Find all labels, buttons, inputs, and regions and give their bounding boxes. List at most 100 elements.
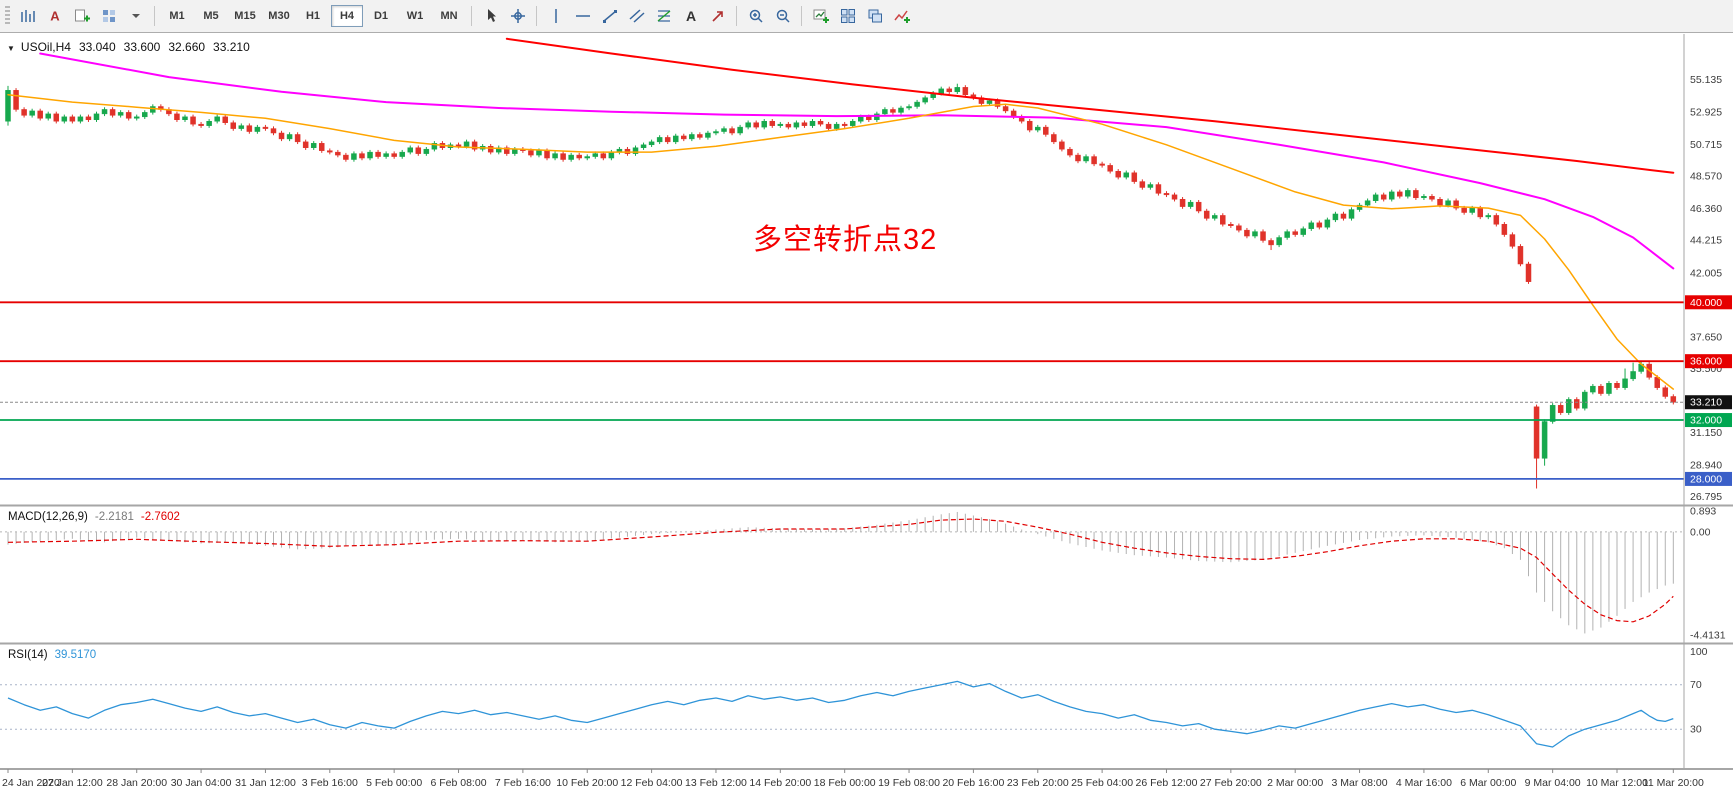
timeframe-h1[interactable]: H1 [305, 10, 321, 22]
svg-text:33.210: 33.210 [1690, 397, 1722, 409]
svg-text:37.650: 37.650 [1690, 331, 1722, 343]
toolbar-gripper[interactable] [5, 6, 10, 26]
svg-text:55.135: 55.135 [1690, 74, 1722, 86]
rsi-indicator-label: RSI(14) 39.5170 [8, 649, 96, 661]
svg-text:28 Jan 20:00: 28 Jan 20:00 [106, 777, 167, 789]
svg-text:3 Feb 16:00: 3 Feb 16:00 [302, 777, 358, 789]
svg-text:14 Feb 20:00: 14 Feb 20:00 [749, 777, 811, 789]
zoom-out-icon[interactable] [770, 4, 795, 28]
crosshair-icon[interactable] [505, 4, 530, 28]
svg-text:7 Feb 16:00: 7 Feb 16:00 [495, 777, 551, 789]
tile-windows-icon[interactable] [835, 4, 860, 28]
svg-text:26.795: 26.795 [1690, 491, 1722, 503]
svg-text:A: A [685, 8, 695, 24]
vertical-line-icon[interactable] [543, 4, 568, 28]
rsi-value: 39.5170 [54, 649, 97, 661]
svg-text:28.000: 28.000 [1690, 473, 1722, 485]
svg-text:2 Mar 00:00: 2 Mar 00:00 [1267, 777, 1323, 789]
timeframe-h4[interactable]: H4 [331, 5, 363, 27]
svg-text:44.215: 44.215 [1690, 235, 1722, 247]
timeframe-d1[interactable]: D1 [373, 10, 389, 22]
channel-icon[interactable] [624, 4, 649, 28]
svg-text:18 Feb 00:00: 18 Feb 00:00 [814, 777, 876, 789]
fast-ma [7, 93, 1675, 390]
new-order-icon[interactable] [69, 4, 94, 28]
symbol-name: USOil,H4 [20, 40, 71, 54]
trendline-icon[interactable] [597, 4, 622, 28]
svg-text:5 Feb 00:00: 5 Feb 00:00 [366, 777, 422, 789]
mid-ma [39, 52, 1675, 270]
cascade-windows-icon[interactable] [862, 4, 887, 28]
rsi-name: RSI(14) [8, 649, 48, 661]
svg-text:27 Jan 12:00: 27 Jan 12:00 [42, 777, 103, 789]
timeframe-m30[interactable]: M30 [268, 10, 290, 22]
ohlc-high: 33.600 [123, 40, 161, 54]
timeframe-m15[interactable]: M15 [234, 10, 256, 22]
slow-ma [505, 37, 1675, 174]
navigator-icon[interactable] [96, 4, 121, 28]
data-window-icon[interactable]: A [42, 4, 67, 28]
svg-text:30 Jan 04:00: 30 Jan 04:00 [171, 777, 232, 789]
svg-text:70: 70 [1690, 679, 1702, 691]
toolbar-separator [471, 6, 472, 26]
ohlc-open: 33.040 [78, 40, 116, 54]
timeframe-mn[interactable]: MN [440, 10, 458, 22]
toolbar: A M1 M5 M15 M30 H1 H4 D1 W1 MN A [0, 0, 1733, 33]
toolbar-separator [736, 6, 737, 26]
price-label-32.000: 32.000 [1685, 413, 1732, 428]
new-chart-icon[interactable] [808, 4, 833, 28]
svg-text:24 Jan 2020: 24 Jan 2020 [2, 777, 60, 789]
svg-text:0.893: 0.893 [1690, 505, 1716, 517]
price-label-28.000: 28.000 [1685, 471, 1732, 486]
svg-text:42.005: 42.005 [1690, 267, 1722, 279]
svg-text:48.570: 48.570 [1690, 171, 1722, 183]
svg-text:28.940: 28.940 [1690, 460, 1722, 472]
svg-text:31.150: 31.150 [1690, 427, 1722, 439]
svg-text:32.000: 32.000 [1690, 415, 1722, 427]
svg-text:10 Mar 12:00: 10 Mar 12:00 [1586, 777, 1648, 789]
main-price-pane[interactable] [0, 37, 1684, 489]
cursor-icon[interactable] [478, 4, 503, 28]
market-watch-icon[interactable] [15, 4, 40, 28]
svg-text:20 Feb 16:00: 20 Feb 16:00 [942, 777, 1004, 789]
svg-text:52.925: 52.925 [1690, 107, 1722, 119]
chart-annotation[interactable]: 多空转折点32 [753, 224, 938, 256]
macd-name: MACD(12,26,9) [8, 511, 88, 523]
timeframe-m1[interactable]: M1 [169, 10, 185, 22]
fibonacci-icon[interactable] [651, 4, 676, 28]
svg-text:4 Mar 16:00: 4 Mar 16:00 [1396, 777, 1452, 789]
ohlc-close: 33.210 [213, 40, 250, 54]
macd-pane[interactable]: 0.893 0.00 -4.4131 [0, 505, 1726, 641]
toolbar-separator [154, 6, 155, 26]
collapse-triangle-icon[interactable]: ▼ [7, 44, 15, 53]
svg-text:25 Feb 04:00: 25 Feb 04:00 [1071, 777, 1133, 789]
svg-text:100: 100 [1690, 646, 1708, 658]
caret-down-icon[interactable] [123, 4, 148, 28]
svg-text:30: 30 [1690, 724, 1702, 736]
text-icon[interactable]: A [678, 4, 703, 28]
timeframe-w1[interactable]: W1 [406, 10, 424, 22]
svg-text:23 Feb 20:00: 23 Feb 20:00 [1007, 777, 1069, 789]
svg-text:9 Mar 04:00: 9 Mar 04:00 [1525, 777, 1581, 789]
zoom-in-icon[interactable] [743, 4, 768, 28]
svg-text:6 Feb 08:00: 6 Feb 08:00 [430, 777, 486, 789]
rsi-pane[interactable]: 100 70 30 [0, 646, 1708, 748]
svg-text:26 Feb 12:00: 26 Feb 12:00 [1136, 777, 1198, 789]
symbol-ohlc-info: ▼ USOil,H4 33.040 33.600 32.660 33.210 [7, 40, 250, 54]
svg-text:A: A [50, 9, 60, 24]
macd-histogram [7, 511, 1674, 634]
svg-text:10 Feb 20:00: 10 Feb 20:00 [556, 777, 618, 789]
price-axis[interactable]: 55.135 52.925 50.715 48.570 46.360 44.215 42.0… [1683, 34, 1732, 769]
indicators-icon[interactable] [889, 4, 914, 28]
svg-text:6 Mar 00:00: 6 Mar 00:00 [1460, 777, 1516, 789]
arrows-icon[interactable] [705, 4, 730, 28]
svg-text:19 Feb 08:00: 19 Feb 08:00 [878, 777, 940, 789]
candles-layer [5, 83, 1677, 489]
horizontal-line-icon[interactable] [570, 4, 595, 28]
svg-text:36.000: 36.000 [1690, 356, 1722, 368]
price-label-40.000: 40.000 [1685, 295, 1732, 310]
timeframe-m5[interactable]: M5 [203, 10, 219, 22]
